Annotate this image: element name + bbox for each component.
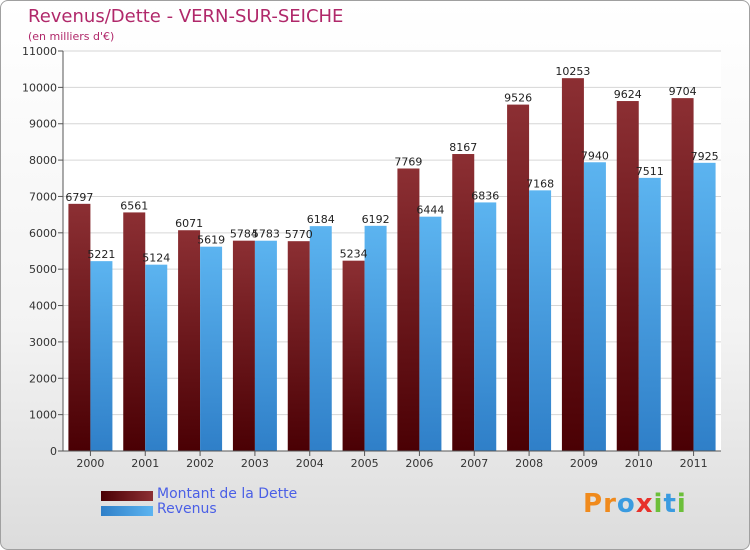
proxiti-logo: Proxiti: [583, 489, 687, 519]
y-tick-label: 9000: [29, 118, 57, 131]
y-tick-label: 1000: [29, 409, 57, 422]
x-tick-label: 2009: [570, 457, 598, 470]
data-label-revenue: 5124: [142, 252, 170, 265]
data-label-debt: 6561: [120, 199, 148, 212]
data-label-debt: 6797: [65, 191, 93, 204]
x-tick-label: 2011: [680, 457, 708, 470]
bar-debt: [287, 241, 310, 451]
bar-revenue: [638, 177, 661, 451]
bar-revenue: [583, 162, 606, 452]
bar-debt: [452, 154, 475, 451]
data-label-revenue: 7511: [636, 165, 664, 178]
y-tick-label: 7000: [29, 190, 57, 203]
data-label-revenue: 6184: [307, 213, 335, 226]
data-label-revenue: 5619: [197, 234, 225, 247]
y-tick-label: 5000: [29, 263, 57, 276]
bar-revenue: [364, 225, 387, 451]
bar-revenue: [145, 264, 168, 451]
y-tick-label: 11000: [22, 45, 57, 58]
y-tick-label: 0: [50, 445, 57, 458]
logo-letter: i: [653, 489, 664, 519]
x-tick-label: 2005: [351, 457, 379, 470]
data-label-debt: 8167: [449, 141, 477, 154]
bar-debt: [123, 212, 146, 451]
bar-debt: [507, 104, 530, 451]
bar-revenue: [474, 202, 497, 451]
logo-letter: r: [603, 489, 617, 519]
chart-subtitle: (en milliers d'€): [28, 30, 115, 43]
x-tick-label: 2003: [241, 457, 269, 470]
y-tick-label: 2000: [29, 372, 57, 385]
bar-debt: [671, 98, 694, 452]
bar-revenue: [309, 226, 332, 451]
data-label-debt: 7769: [394, 155, 422, 168]
x-tick-label: 2000: [76, 457, 104, 470]
bar-debt: [232, 240, 255, 451]
legend-swatch-debt: [101, 491, 153, 501]
x-tick-label: 2002: [186, 457, 214, 470]
bar-revenue: [254, 240, 277, 451]
data-label-debt: 5784: [230, 228, 258, 241]
data-label-revenue: 6836: [471, 189, 499, 202]
data-label-revenue: 6192: [362, 213, 390, 226]
y-tick-label: 4000: [29, 300, 57, 313]
data-label-debt: 9704: [669, 85, 697, 98]
bar-debt: [342, 260, 365, 451]
bar-revenue: [529, 190, 552, 451]
plot-area: [63, 51, 721, 451]
data-label-debt: 9624: [614, 88, 642, 101]
data-label-debt: 6071: [175, 217, 203, 230]
data-label-debt: 10253: [555, 65, 590, 78]
data-label-debt: 5770: [285, 228, 313, 241]
y-tick-label: 10000: [22, 81, 57, 94]
bar-debt: [561, 78, 584, 451]
legend-swatch-revenue: [101, 506, 153, 516]
logo-letter: t: [663, 489, 677, 519]
bar-debt: [68, 203, 91, 451]
logo-letter: i: [676, 489, 687, 519]
y-tick-label: 3000: [29, 336, 57, 349]
bar-debt: [397, 168, 420, 451]
x-tick-label: 2006: [405, 457, 433, 470]
x-tick-label: 2010: [625, 457, 653, 470]
x-tick-label: 2004: [296, 457, 324, 470]
x-tick-label: 2007: [460, 457, 488, 470]
bar-revenue: [90, 261, 113, 451]
data-label-revenue: 6444: [416, 204, 444, 217]
logo-letter: o: [616, 489, 636, 519]
data-label-debt: 9526: [504, 92, 532, 105]
bar-debt: [178, 230, 201, 451]
data-label-debt: 5234: [340, 248, 368, 261]
data-label-revenue: 7168: [526, 177, 554, 190]
x-tick-label: 2001: [131, 457, 159, 470]
legend-label-revenue: Revenus: [157, 501, 217, 517]
bar-revenue: [419, 216, 442, 451]
data-label-revenue: 7925: [691, 150, 719, 163]
legend-label-debt: Montant de la Dette: [157, 486, 298, 502]
chart-title: Revenus/Dette - VERN-SUR-SEICHE: [28, 6, 344, 27]
data-label-revenue: 5221: [87, 248, 115, 261]
bar-debt: [616, 101, 639, 451]
bar-revenue: [693, 162, 716, 451]
y-tick-label: 6000: [29, 227, 57, 240]
data-label-revenue: 5783: [252, 228, 280, 241]
y-tick-label: 8000: [29, 154, 57, 167]
data-label-revenue: 7940: [581, 149, 609, 162]
bar-revenue: [200, 246, 223, 451]
logo-letter: P: [583, 489, 604, 519]
logo-letter: x: [635, 489, 654, 519]
x-tick-label: 2008: [515, 457, 543, 470]
